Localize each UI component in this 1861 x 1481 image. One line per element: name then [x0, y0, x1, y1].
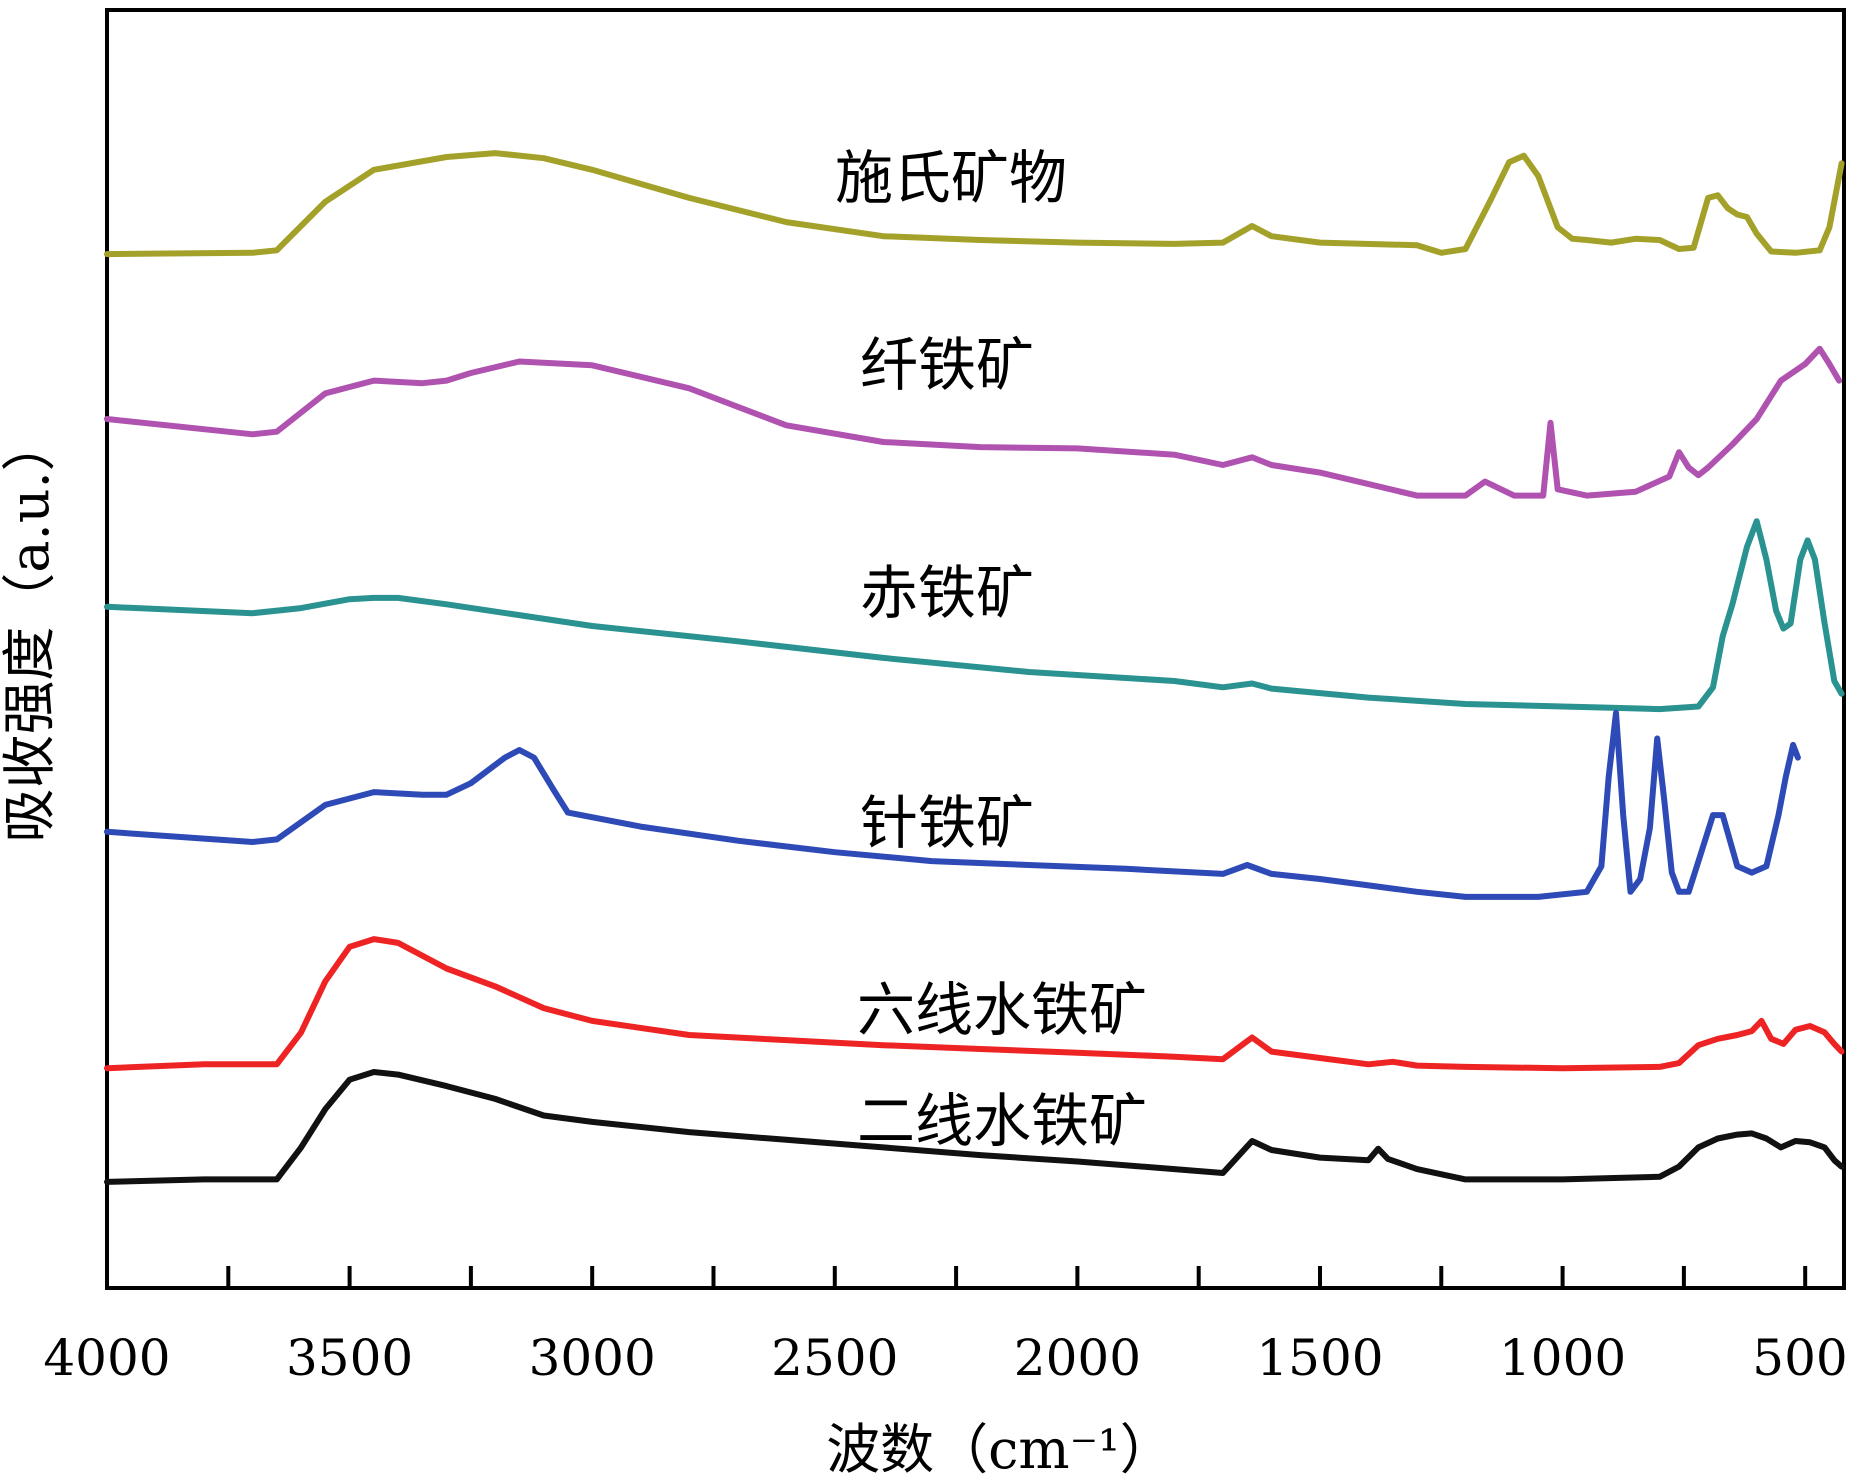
plot-frame: [105, 8, 1846, 1290]
x-tick-label: 2000: [1014, 1329, 1141, 1387]
x-axis-tick-labels: 4000 3500 3000 2500 2000 1500 1000 500: [43, 1329, 1847, 1387]
x-tick-label: 4000: [43, 1329, 170, 1387]
y-axis-title: 吸收强度（a.u.）: [0, 417, 61, 842]
series-label: 针铁矿: [860, 789, 1034, 857]
series-line: [104, 518, 1845, 713]
series-line: [104, 150, 1845, 258]
x-axis-title: 波数（cm⁻¹）: [826, 1418, 1174, 1481]
series-label: 施氏矿物: [835, 144, 1067, 212]
series-label: 纤铁矿: [860, 331, 1034, 399]
series-line: [104, 709, 1801, 900]
series-label: 六线水铁矿: [857, 976, 1147, 1044]
series-line: [104, 1069, 1845, 1185]
x-tick-label: 500: [1752, 1329, 1847, 1387]
series-line: [104, 345, 1843, 499]
x-axis-ticks: [105, 1266, 1808, 1288]
series-label: 二线水铁矿: [857, 1087, 1147, 1155]
x-tick-label: 3500: [286, 1329, 413, 1387]
x-tick-label: 3000: [529, 1329, 656, 1387]
x-tick-label: 1000: [1499, 1329, 1626, 1387]
series-lines: [104, 150, 1845, 1185]
series-line: [104, 936, 1845, 1072]
x-tick-label: 1500: [1256, 1329, 1383, 1387]
series-label: 赤铁矿: [860, 559, 1034, 627]
x-tick-label: 2500: [771, 1329, 898, 1387]
